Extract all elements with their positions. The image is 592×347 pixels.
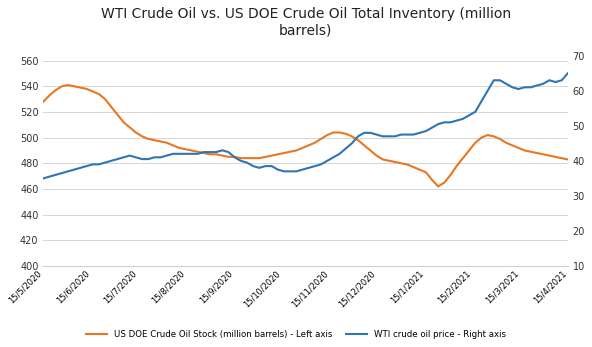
- Title: WTI Crude Oil vs. US DOE Crude Oil Total Inventory (million
barrels): WTI Crude Oil vs. US DOE Crude Oil Total…: [101, 7, 511, 37]
- US DOE Crude Oil Stock (million barrels) - Left axis: [497, 137, 504, 141]
- WTI crude oil price - Right axis: [293, 169, 300, 174]
- WTI crude oil price - Right axis: [95, 162, 102, 167]
- US DOE Crude Oil Stock (million barrels) - Left axis: [564, 157, 571, 161]
- WTI crude oil price - Right axis: [40, 176, 47, 180]
- Legend: US DOE Crude Oil Stock (million barrels) - Left axis, WTI crude oil price - Righ: US DOE Crude Oil Stock (million barrels)…: [82, 327, 510, 343]
- Line: WTI crude oil price - Right axis: WTI crude oil price - Right axis: [43, 73, 568, 178]
- US DOE Crude Oil Stock (million barrels) - Left axis: [40, 100, 47, 104]
- US DOE Crude Oil Stock (million barrels) - Left axis: [453, 164, 461, 168]
- WTI crude oil price - Right axis: [564, 71, 571, 75]
- Line: US DOE Crude Oil Stock (million barrels) - Left axis: US DOE Crude Oil Stock (million barrels)…: [43, 85, 568, 186]
- WTI crude oil price - Right axis: [65, 169, 72, 174]
- US DOE Crude Oil Stock (million barrels) - Left axis: [70, 84, 78, 88]
- WTI crude oil price - Right axis: [441, 120, 448, 124]
- US DOE Crude Oil Stock (million barrels) - Left axis: [52, 88, 59, 92]
- US DOE Crude Oil Stock (million barrels) - Left axis: [299, 146, 306, 150]
- US DOE Crude Oil Stock (million barrels) - Left axis: [435, 184, 442, 188]
- US DOE Crude Oil Stock (million barrels) - Left axis: [65, 83, 72, 87]
- WTI crude oil price - Right axis: [52, 173, 59, 177]
- US DOE Crude Oil Stock (million barrels) - Left axis: [101, 97, 108, 101]
- WTI crude oil price - Right axis: [484, 89, 491, 93]
